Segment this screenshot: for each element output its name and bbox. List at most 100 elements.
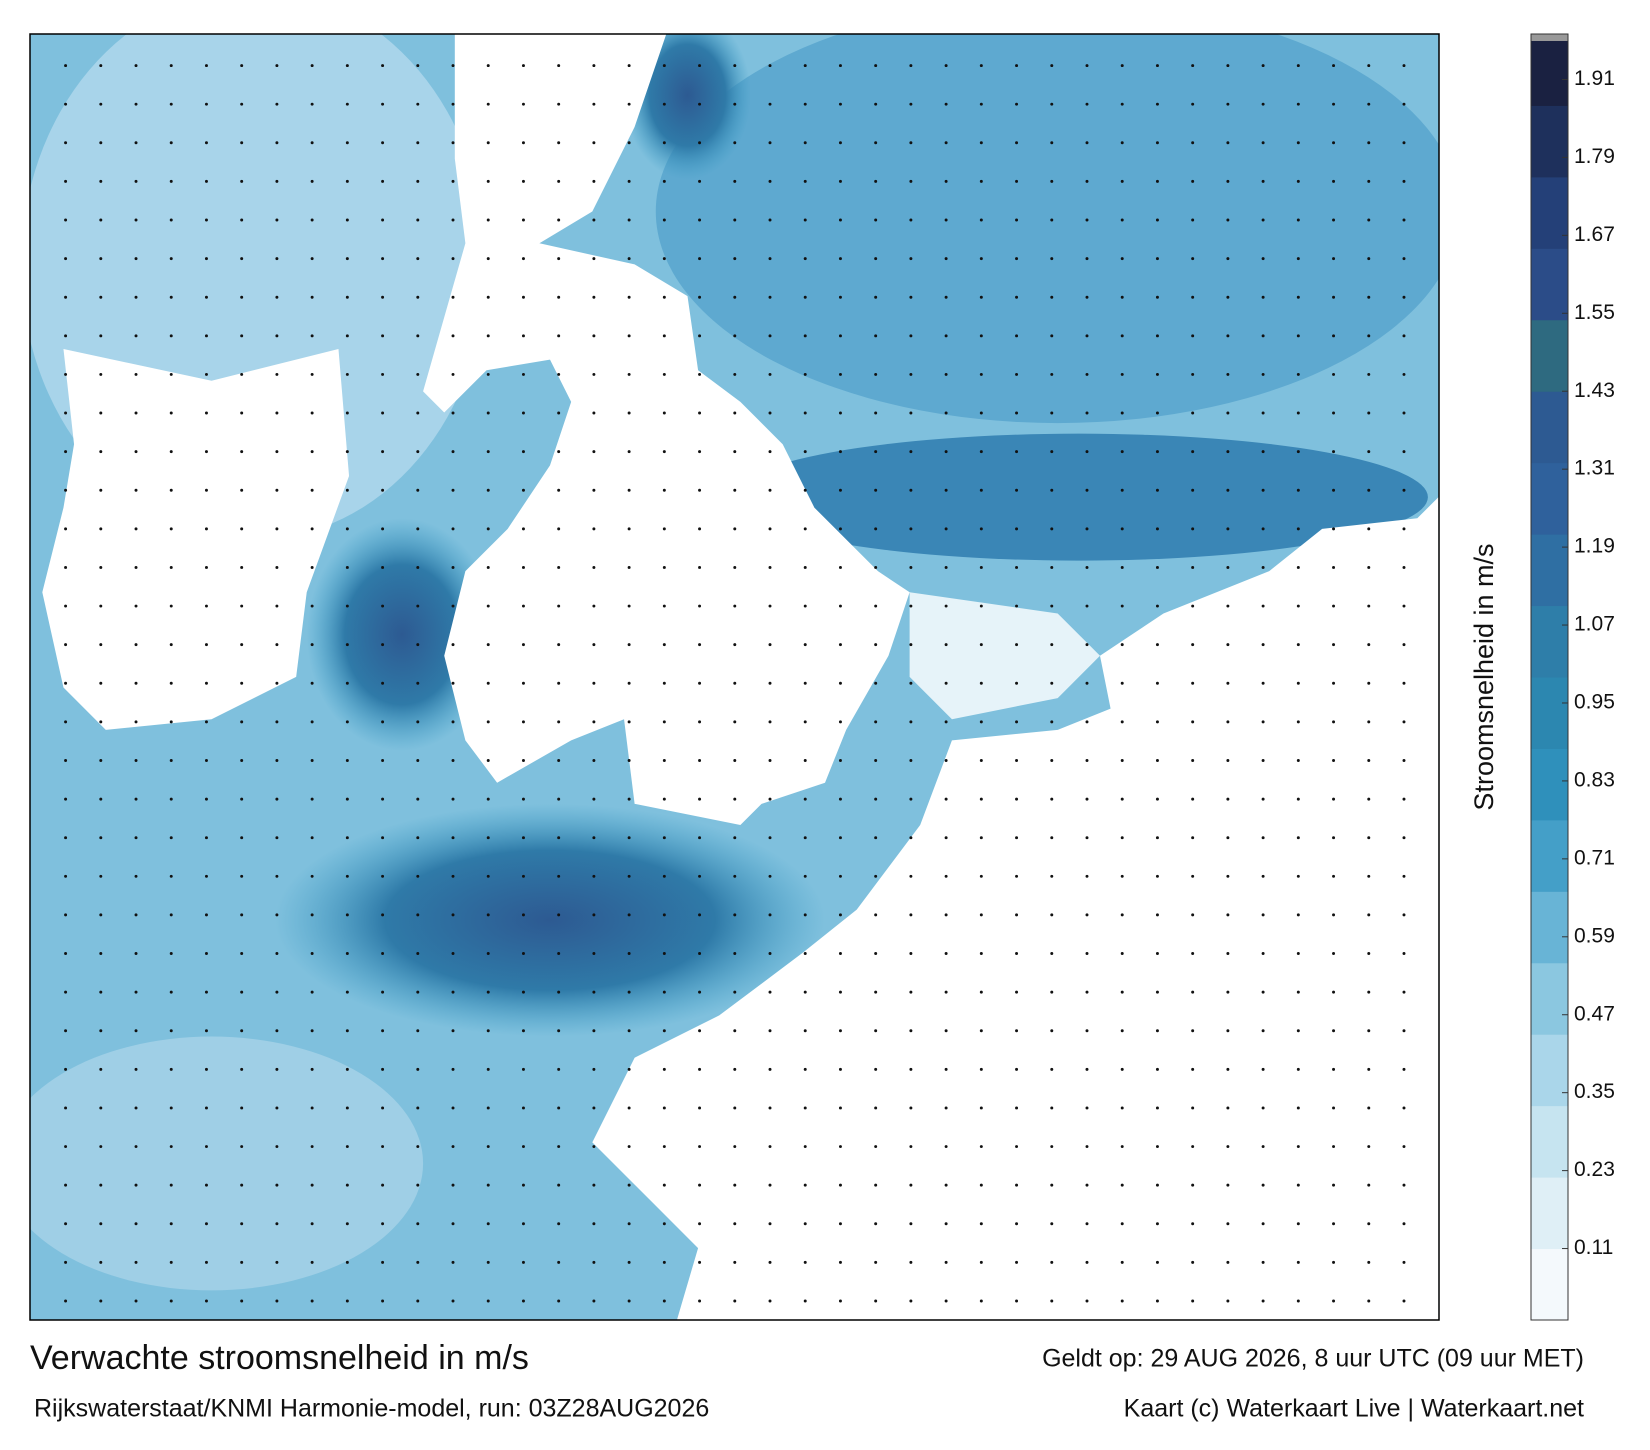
- grid-dot: [1332, 952, 1336, 955]
- grid-dot: [381, 643, 385, 647]
- grid-dot: [1367, 257, 1371, 261]
- grid-dot: [592, 1183, 596, 1187]
- grid-dot: [662, 604, 666, 608]
- grid-dot: [134, 681, 138, 685]
- grid-dot: [1226, 720, 1230, 724]
- grid-dot: [944, 1222, 948, 1226]
- grid-dot: [1050, 64, 1054, 68]
- grid-dot: [451, 64, 455, 68]
- grid-dot: [627, 913, 631, 917]
- grid-dot: [381, 450, 385, 454]
- grid-dot: [1050, 141, 1054, 145]
- grid-dot: [838, 179, 842, 183]
- grid-dot: [874, 527, 878, 531]
- grid-dot: [662, 102, 666, 106]
- grid-dot: [838, 488, 842, 492]
- subtitle: Rijkswaterstaat/KNMI Harmonie-model, run…: [34, 1395, 709, 1423]
- grid-dot: [204, 1106, 208, 1110]
- grid-dot: [1191, 681, 1195, 685]
- grid-dot: [698, 488, 702, 492]
- grid-dot: [99, 1067, 103, 1071]
- grid-dot: [1155, 1222, 1159, 1226]
- grid-dot: [1050, 913, 1054, 917]
- grid-dot: [979, 411, 983, 415]
- grid-dot: [1120, 604, 1124, 608]
- grid-dot: [1296, 1145, 1300, 1149]
- grid-dot: [381, 334, 385, 338]
- grid-dot: [909, 527, 913, 531]
- grid-dot: [909, 179, 913, 183]
- grid-dot: [1120, 102, 1124, 106]
- grid-dot: [345, 1029, 349, 1033]
- grid-dot: [557, 1260, 561, 1264]
- grid-dot: [1120, 952, 1124, 955]
- grid-dot: [521, 990, 525, 994]
- grid-dot: [1050, 372, 1054, 376]
- grid-dot: [64, 874, 68, 878]
- grid-dot: [275, 797, 279, 801]
- grid-dot: [1120, 990, 1124, 994]
- grid-dot: [768, 604, 772, 608]
- grid-dot: [1332, 990, 1336, 994]
- grid-dot: [240, 218, 244, 222]
- grid-dot: [310, 411, 314, 415]
- grid-dot: [1050, 1067, 1054, 1071]
- grid-dot: [979, 450, 983, 454]
- grid-dot: [1120, 334, 1124, 338]
- grid-dot: [1367, 218, 1371, 222]
- grid-dot: [1191, 1029, 1195, 1033]
- grid-dot: [1015, 1222, 1019, 1226]
- grid-dot: [1402, 1222, 1406, 1226]
- grid-dot: [557, 952, 561, 955]
- grid-dot: [838, 604, 842, 608]
- grid-dot: [874, 372, 878, 376]
- grid-dot: [627, 874, 631, 878]
- grid-dot: [1085, 759, 1089, 762]
- grid-dot: [134, 257, 138, 261]
- grid-dot: [1050, 295, 1054, 299]
- grid-dot: [1191, 257, 1195, 261]
- grid-dot: [1191, 952, 1195, 955]
- grid-dot: [1085, 1029, 1089, 1033]
- map-shapes: [30, 34, 1439, 1320]
- grid-dot: [874, 64, 878, 68]
- grid-dot: [944, 643, 948, 647]
- grid-dot: [1015, 141, 1019, 145]
- grid-dot: [416, 179, 420, 183]
- grid-dot: [486, 527, 490, 531]
- grid-dot: [592, 218, 596, 222]
- grid-dot: [1296, 720, 1300, 724]
- grid-dot: [169, 527, 173, 531]
- grid-dot: [944, 1067, 948, 1071]
- grid-dot: [64, 527, 68, 531]
- grid-dot: [240, 372, 244, 376]
- grid-dot: [627, 488, 631, 492]
- grid-dot: [1015, 565, 1019, 569]
- grid-dot: [99, 1260, 103, 1264]
- grid-dot: [1296, 450, 1300, 454]
- grid-dot: [1261, 1106, 1265, 1110]
- grid-dot: [1402, 1145, 1406, 1149]
- grid-dot: [1120, 1183, 1124, 1187]
- grid-dot: [416, 1106, 420, 1110]
- grid-dot: [1085, 218, 1089, 222]
- grid-dot: [874, 450, 878, 454]
- grid-dot: [204, 450, 208, 454]
- grid-dot: [1332, 759, 1336, 762]
- grid-dot: [1402, 797, 1406, 801]
- grid-dot: [486, 179, 490, 183]
- grid-dot: [240, 334, 244, 338]
- grid-dot: [944, 1299, 948, 1303]
- grid-dot: [1155, 759, 1159, 762]
- grid-dot: [662, 990, 666, 994]
- grid-dot: [838, 1067, 842, 1071]
- grid-dot: [64, 1067, 68, 1071]
- grid-dot: [1332, 411, 1336, 415]
- grid-dot: [1015, 218, 1019, 222]
- grid-dot: [662, 64, 666, 68]
- grid-dot: [1155, 952, 1159, 955]
- grid-dot: [416, 488, 420, 492]
- grid-dot: [662, 372, 666, 376]
- grid-dot: [64, 1106, 68, 1110]
- grid-dot: [64, 295, 68, 299]
